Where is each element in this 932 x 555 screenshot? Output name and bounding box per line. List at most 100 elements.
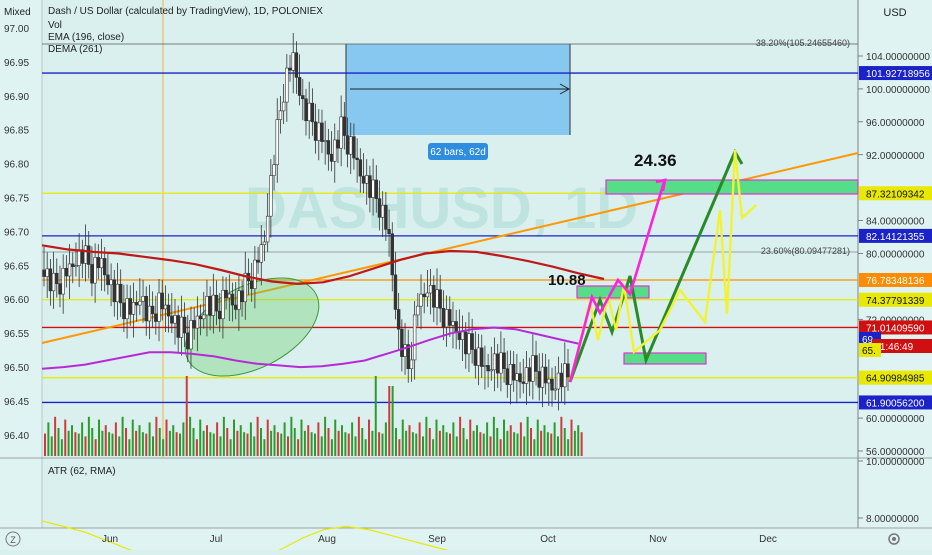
candle-body [339,116,343,149]
candle-body [77,249,81,266]
volume-bar [408,425,411,456]
candle-body [428,285,433,294]
measure-label-chip [428,143,488,160]
volume-bar [449,433,451,456]
volume-bar [287,436,289,456]
target-zone-lower[interactable] [623,352,707,365]
candle-body [80,249,85,264]
volume-bar [158,428,161,456]
volume-bar [182,422,185,456]
candle-body [320,122,324,142]
candle-body [384,204,388,230]
candle-body [374,179,378,199]
volume-bar [185,376,188,456]
candle-body [396,309,401,330]
volume-bar [283,422,286,456]
atr-label[interactable]: ATR (62, RMA) [48,466,116,477]
volume-bar [334,419,337,456]
volume-bar [77,433,80,456]
candle-body [534,355,538,372]
candle-body [511,364,516,381]
volume-bar [219,436,222,456]
candle-body [301,95,305,100]
indicator-vol[interactable]: Vol [48,20,62,31]
candle-body [163,304,168,310]
candle-body [556,372,561,390]
volume-bar [546,432,549,456]
left-axis-tick: 96.40 [4,431,29,442]
volume-bar [276,432,279,456]
volume-bar [405,430,408,456]
volume-bar [553,422,556,456]
volume-bar [195,439,198,456]
level-chip [859,370,932,385]
volume-bar [114,422,117,456]
volume-bar [506,430,509,456]
candle-body [559,372,564,388]
volume-bar [516,433,519,456]
price-badge-label: 11:46:49 [875,342,914,353]
yellow-projection[interactable] [568,149,757,383]
candle-body [265,215,270,243]
magenta-arrowhead [655,178,667,192]
volume-bar [47,422,50,456]
candle-body [160,292,164,310]
mode-label[interactable]: Mixed [4,7,31,18]
candle-body [460,331,465,340]
volume-bar [121,416,124,456]
candle-body [524,367,529,384]
volume-bar [64,419,67,456]
volume-bar [374,376,377,456]
candle-body [186,332,190,350]
candle-body [211,294,216,316]
volume-bar [395,428,397,456]
volume-bar [111,433,114,456]
symbol-title[interactable]: Dash / US Dollar (calculated by TradingV… [48,6,323,17]
settings-icon[interactable] [888,533,900,545]
volume-bar [118,436,121,456]
volume-bar [462,428,465,456]
indicator-ema[interactable]: EMA (196, close) [48,32,124,43]
volume-bar [567,439,570,456]
volume-bar [492,416,495,456]
volume-bar [324,416,327,456]
level-chip-label: 82.14121355 [866,232,925,243]
candle-body [128,298,132,315]
volume-bar [172,425,175,456]
candle-body [243,272,247,303]
volume-bar [297,439,300,456]
volume-bar [499,439,502,456]
candle-body [118,283,123,304]
volume-bar [273,425,276,456]
candle-body [393,274,398,310]
volume-bar [202,430,205,456]
candle-body [240,290,244,303]
volume-bar [489,436,492,456]
volume-bar [452,422,455,456]
candle-body [208,295,212,316]
candle-body [198,315,203,320]
candle-body [422,293,426,298]
indicator-dema[interactable]: DEMA (261) [48,44,102,55]
x-axis-tick: Dec [759,534,777,545]
candle-body [125,298,129,320]
candle-body [537,371,541,388]
candle-body [256,259,260,263]
volume-bar [175,432,178,456]
candle-body [224,289,228,299]
volume-bar [381,433,384,456]
currency-label[interactable]: USD [883,7,906,19]
candle-body [93,257,97,284]
left-axis-tick: 96.75 [4,194,29,205]
volume-bar [384,422,387,456]
candle-body [106,274,110,286]
symbol-watermark: DASHUSD, 1D [245,176,638,241]
volume-bar [246,433,249,456]
candle-body [109,279,113,286]
left-axis-panel [0,0,42,530]
magenta-projection[interactable] [568,181,666,383]
z-icon[interactable] [5,531,21,547]
volume-bar [94,439,97,456]
candle-body [419,293,423,307]
